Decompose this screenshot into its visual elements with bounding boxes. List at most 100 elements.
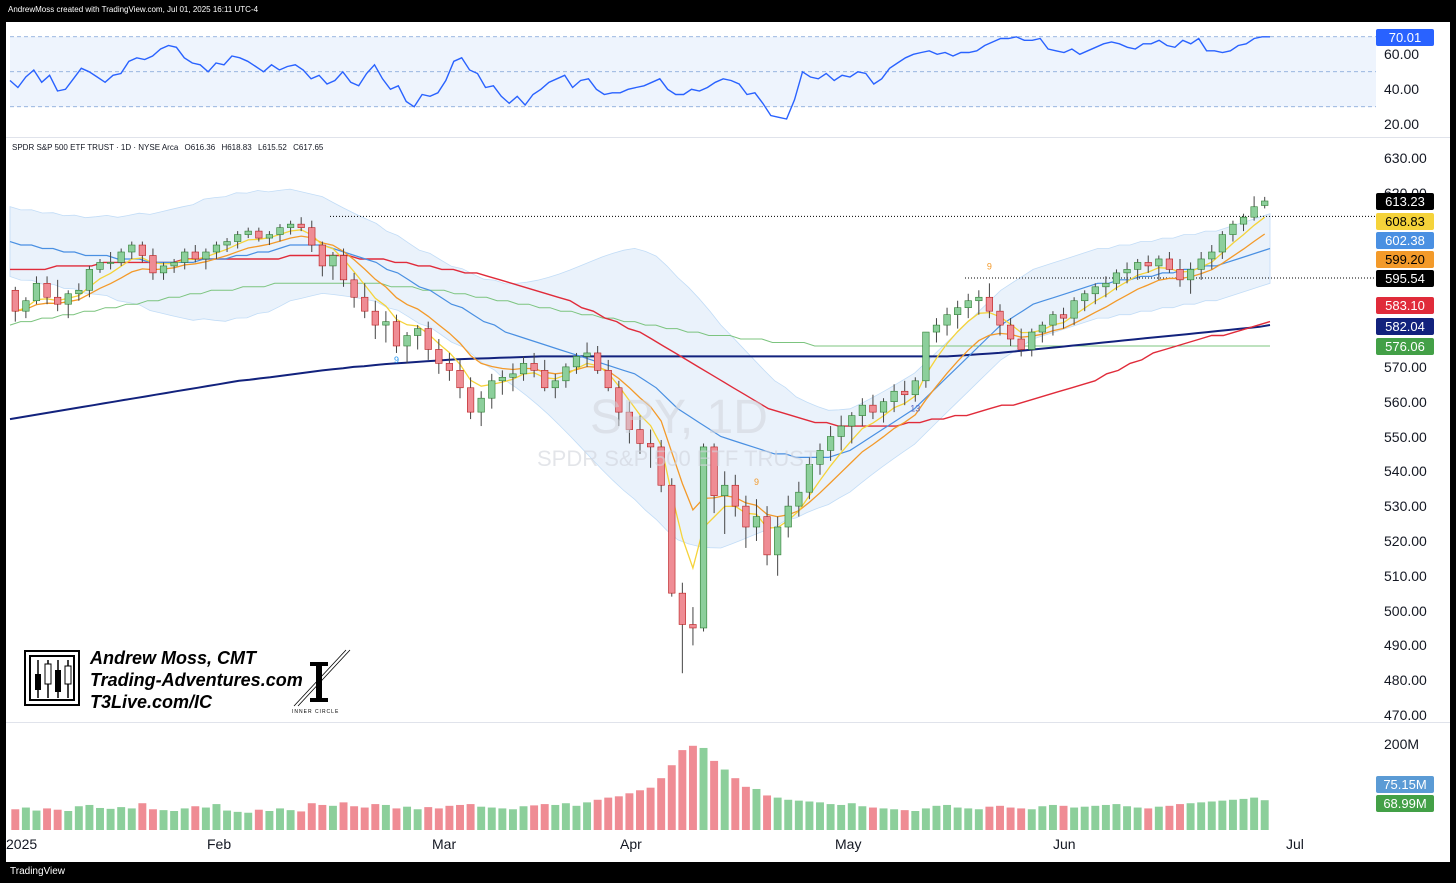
candle-body bbox=[318, 244, 326, 267]
price-tick-label: 490.00 bbox=[1384, 637, 1427, 654]
candle-body bbox=[625, 411, 633, 430]
volume-bar bbox=[466, 804, 475, 830]
signature-site: Trading-Adventures.com bbox=[90, 670, 303, 690]
volume-bar bbox=[1091, 805, 1100, 830]
candle-body bbox=[954, 307, 962, 315]
volume-bar bbox=[551, 804, 560, 830]
candle-body bbox=[181, 251, 189, 263]
volume-bar bbox=[254, 809, 263, 830]
candle-body bbox=[276, 227, 284, 235]
volume-bar bbox=[445, 805, 454, 830]
legend-close: C617.65 bbox=[293, 143, 324, 152]
candle-body bbox=[562, 366, 570, 382]
left-edge bbox=[0, 22, 6, 862]
candle-body bbox=[1250, 206, 1258, 218]
candle-body bbox=[763, 516, 771, 556]
rsi-separator[interactable] bbox=[6, 137, 1450, 138]
candle-body bbox=[721, 484, 729, 496]
candle-body bbox=[403, 335, 411, 347]
candle-body bbox=[339, 255, 348, 281]
candle-body bbox=[657, 446, 665, 486]
legend-name: SPDR S&P 500 ETF TRUST · 1D · NYSE Arca bbox=[12, 143, 179, 152]
inner-circle-emblem bbox=[293, 649, 351, 707]
price-value-tag: 583.10 bbox=[1376, 297, 1434, 314]
rsi-value-tag: 70.01 bbox=[1376, 28, 1434, 46]
legend-low: L615.52 bbox=[257, 143, 287, 152]
volume-bar bbox=[710, 760, 719, 830]
volume-bar bbox=[233, 811, 242, 830]
volume-bar bbox=[392, 808, 401, 830]
legend-high: H618.83 bbox=[221, 143, 252, 152]
volume-bar bbox=[1207, 801, 1216, 830]
volume-bar bbox=[636, 790, 644, 830]
time-tick-label: Jul bbox=[1286, 836, 1304, 852]
volume-bar bbox=[96, 807, 104, 830]
signature-name: Andrew Moss, CMT bbox=[90, 648, 257, 668]
candle-body bbox=[435, 349, 443, 364]
volume-bar bbox=[318, 804, 327, 830]
signature-site-2: T3Live.com/IC bbox=[90, 692, 213, 712]
candle-body bbox=[1208, 251, 1216, 260]
candle-body bbox=[752, 516, 761, 528]
price-value-tag: 613.23 bbox=[1376, 193, 1434, 210]
volume-bar bbox=[1006, 807, 1015, 830]
rsi-tick-label: 20.00 bbox=[1384, 116, 1420, 133]
volume-bar bbox=[371, 804, 380, 830]
time-tick-label: Mar bbox=[432, 836, 457, 852]
volume-bar bbox=[1080, 806, 1089, 830]
volume-bar bbox=[381, 804, 390, 830]
volume-bar bbox=[498, 808, 507, 830]
volume-bar bbox=[434, 808, 443, 830]
candle-body bbox=[583, 352, 591, 357]
candle-body bbox=[287, 223, 295, 228]
volume-bar bbox=[1112, 804, 1121, 830]
price-tick-label: 630.00 bbox=[1384, 150, 1427, 166]
sma200-line bbox=[9, 324, 1271, 421]
volume-bar bbox=[604, 797, 613, 830]
volume-bar bbox=[996, 805, 1004, 830]
candle-body bbox=[858, 404, 866, 416]
candle-body bbox=[1038, 324, 1046, 333]
candle-body bbox=[32, 283, 41, 302]
td-count-label: 9 bbox=[754, 477, 759, 487]
volume-bar bbox=[858, 806, 867, 830]
candle-body bbox=[54, 296, 62, 305]
volume-bar bbox=[868, 807, 877, 830]
volume-bar bbox=[1154, 806, 1163, 830]
time-tick-label: 2025 bbox=[6, 836, 38, 852]
volume-bar bbox=[1059, 805, 1068, 830]
candle-body bbox=[932, 324, 941, 333]
volume-bar bbox=[85, 804, 94, 830]
candle-body bbox=[85, 269, 93, 291]
volume-bar bbox=[1144, 808, 1153, 830]
watermark-name: SPDR S&P 500 ETF TRUST bbox=[537, 446, 818, 471]
volume-bar bbox=[1176, 804, 1184, 830]
candle-body bbox=[530, 363, 538, 371]
volume-bar bbox=[1239, 798, 1248, 830]
candle-body bbox=[255, 230, 263, 239]
volume-bar bbox=[625, 793, 634, 830]
td-count-label: 9 bbox=[394, 355, 399, 365]
ema21-line bbox=[15, 233, 1266, 518]
volume-bar bbox=[911, 811, 920, 830]
volume-bar bbox=[688, 745, 697, 830]
candle-body bbox=[551, 380, 559, 389]
candle-body bbox=[212, 244, 221, 253]
candle-body bbox=[699, 446, 708, 629]
candle-body bbox=[1261, 200, 1269, 206]
candle-body bbox=[265, 234, 273, 239]
volume-separator[interactable] bbox=[6, 722, 1450, 723]
volume-bar bbox=[403, 806, 412, 830]
candle-body bbox=[1187, 269, 1195, 281]
candle-body bbox=[244, 230, 252, 235]
price-tick-label: 470.00 bbox=[1384, 707, 1427, 723]
candle-body bbox=[975, 296, 983, 302]
candle-body bbox=[805, 464, 813, 493]
bottom-bar: TradingView bbox=[0, 862, 1456, 883]
volume-bar bbox=[1250, 797, 1259, 830]
volume-bar bbox=[964, 808, 973, 830]
candle-body bbox=[1112, 272, 1121, 284]
candle-body bbox=[350, 279, 358, 298]
